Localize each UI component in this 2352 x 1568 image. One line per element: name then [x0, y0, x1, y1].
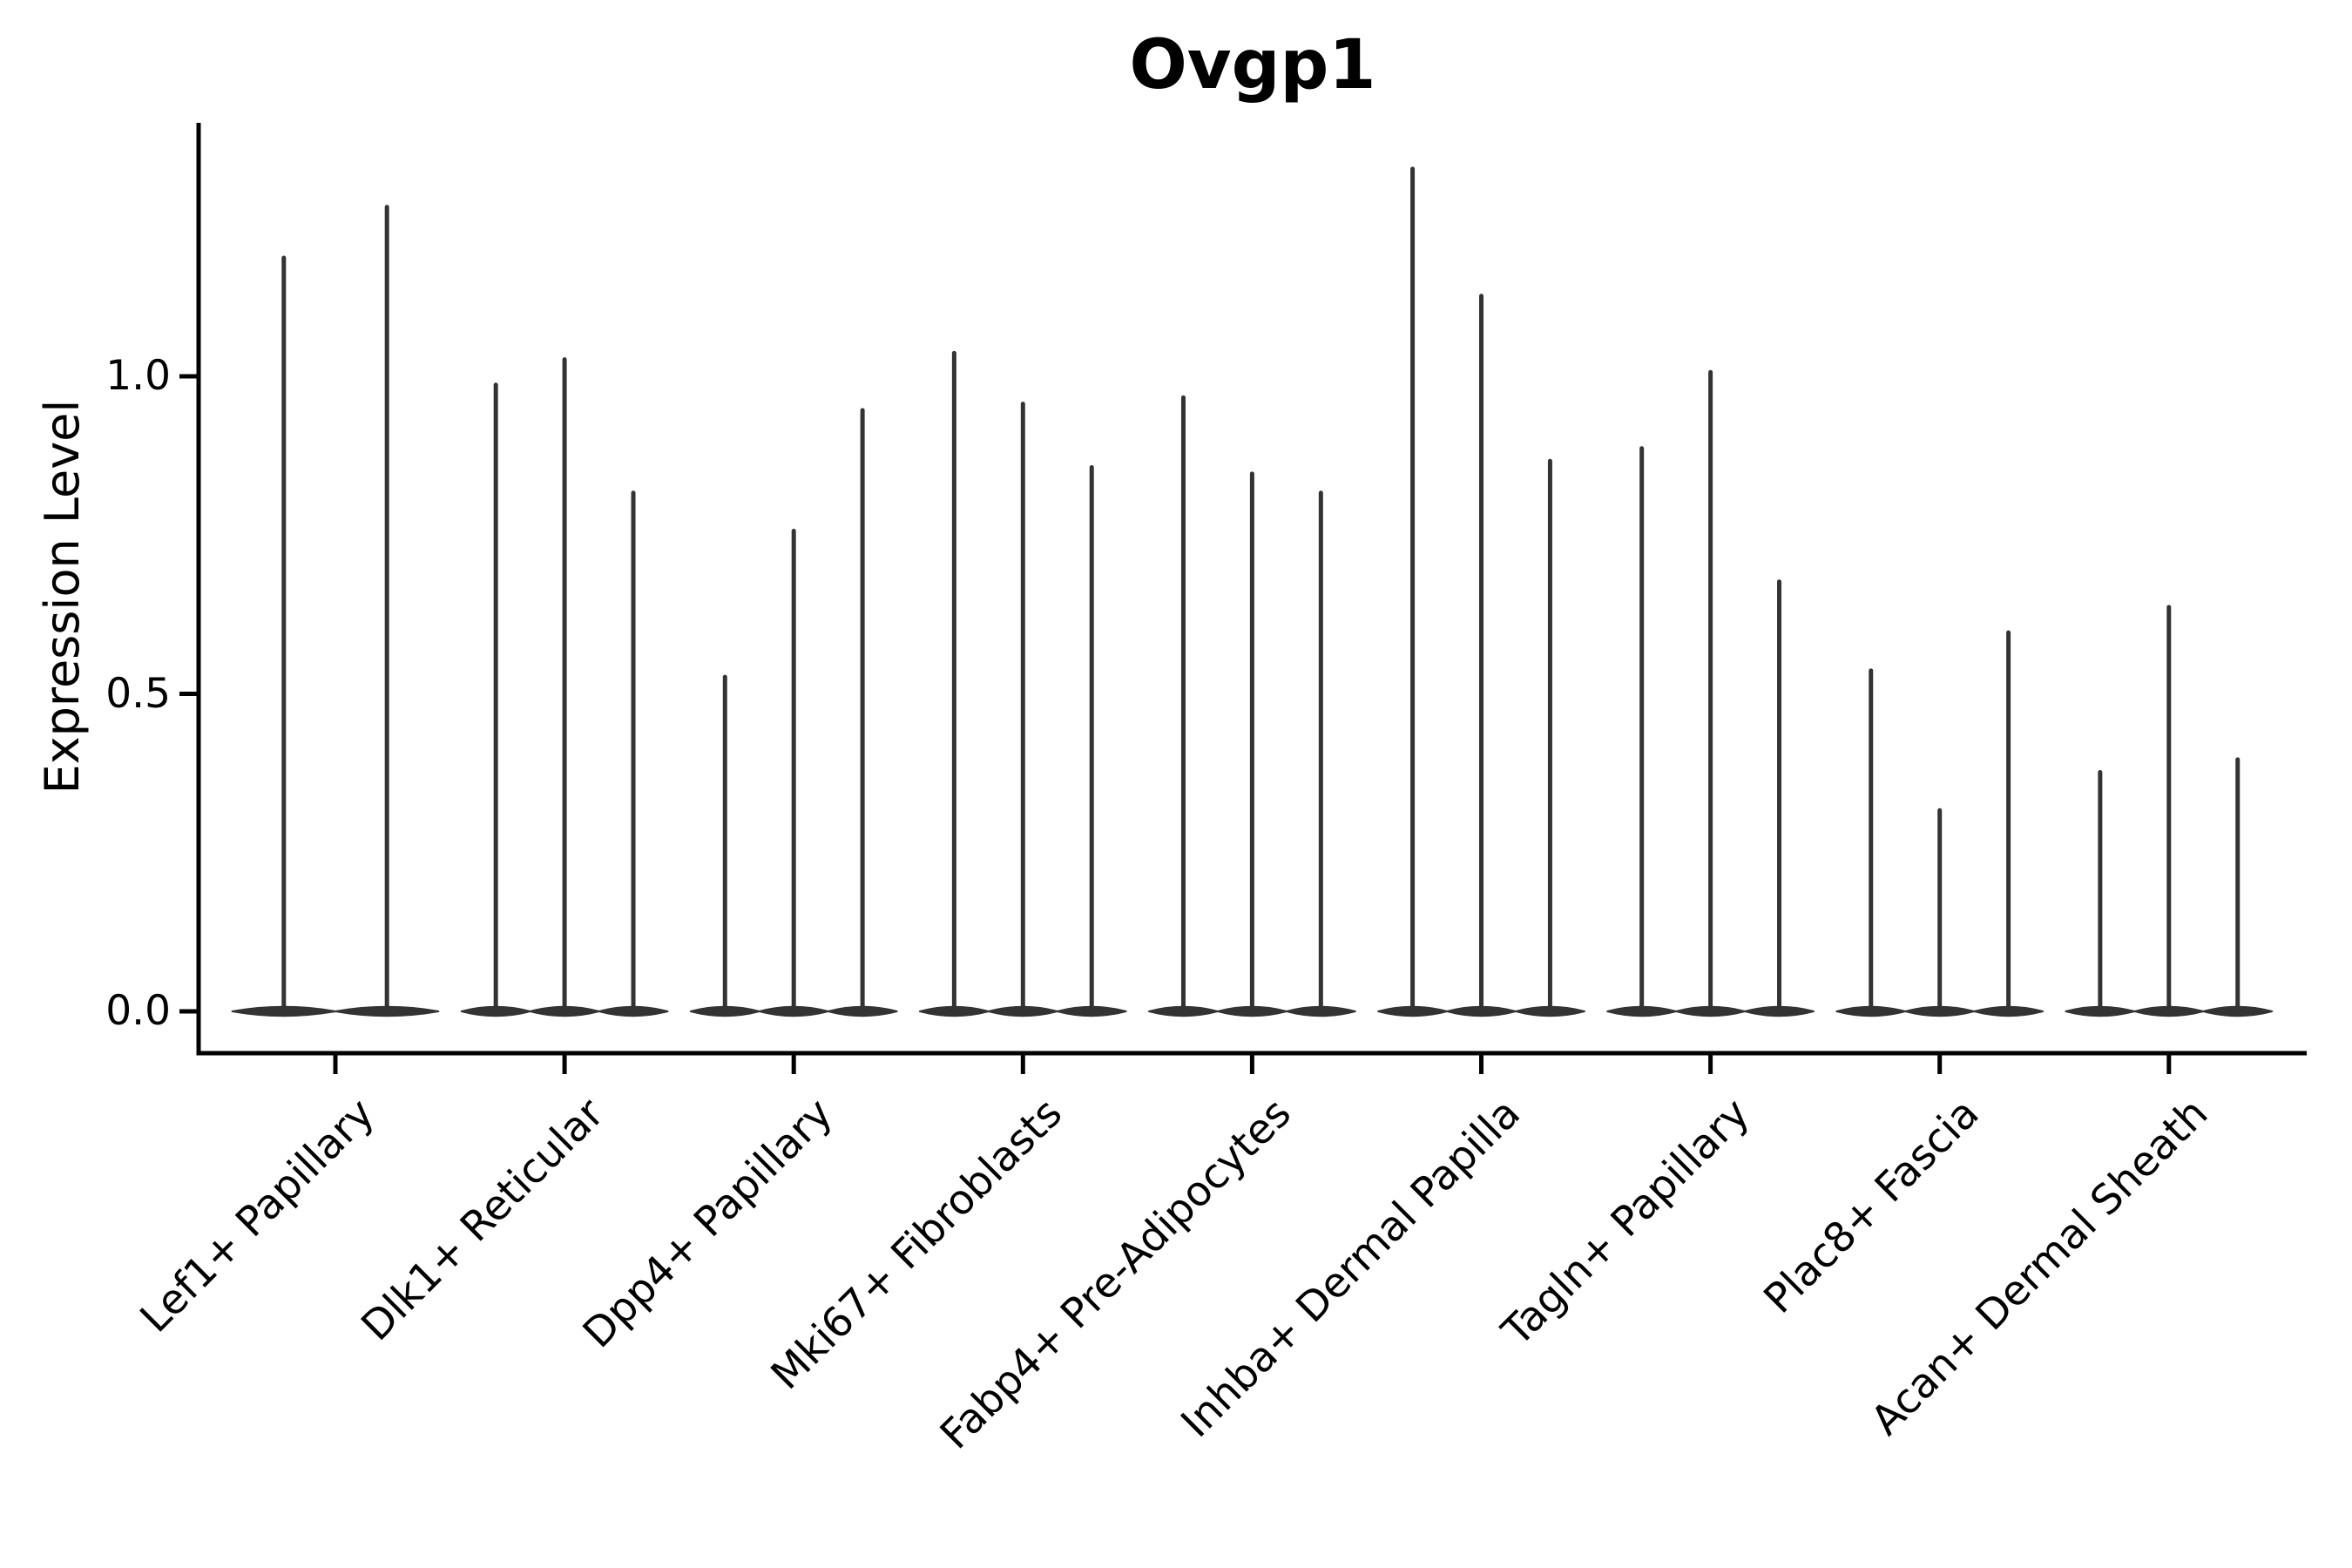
- violin: [1835, 668, 1907, 1017]
- violin-base: [1973, 1005, 2044, 1017]
- violin-spike: [951, 350, 956, 1015]
- violin: [598, 490, 669, 1017]
- violin: [2065, 769, 2136, 1017]
- violin-spike: [281, 255, 287, 1014]
- violin-base: [1446, 1005, 1517, 1017]
- violin-base: [2133, 1005, 2205, 1017]
- violin-spike: [1777, 579, 1782, 1014]
- violin-spike: [631, 490, 636, 1014]
- chart-title: Ovgp1: [1129, 26, 1376, 105]
- violin-spike: [1547, 458, 1552, 1014]
- violin-base: [1514, 1005, 1585, 1017]
- violin: [1148, 395, 1219, 1017]
- violin: [1675, 369, 1747, 1017]
- violin-base: [460, 1005, 531, 1017]
- violin-base: [529, 1005, 600, 1017]
- violin: [758, 528, 829, 1017]
- violin-spike: [1318, 490, 1323, 1014]
- violin-spike: [1639, 446, 1645, 1014]
- violin-base: [1148, 1005, 1219, 1017]
- violin: [1606, 446, 1678, 1017]
- violin-base: [1216, 1005, 1288, 1017]
- violin-spike: [1089, 465, 1094, 1014]
- violin: [987, 402, 1058, 1017]
- violin: [1973, 630, 2044, 1017]
- violin-spike: [1410, 166, 1416, 1014]
- violin: [1446, 294, 1517, 1017]
- violin-base: [335, 1005, 440, 1017]
- violin: [460, 382, 531, 1017]
- violin: [689, 674, 760, 1017]
- violin-spike: [2235, 757, 2240, 1014]
- violin-spike: [1937, 808, 1943, 1014]
- violin-spike: [1020, 402, 1025, 1014]
- violin-spike: [493, 382, 498, 1014]
- violin-spike: [1479, 294, 1484, 1015]
- violin-base: [598, 1005, 669, 1017]
- violin: [1904, 808, 1976, 1017]
- violin-base: [918, 1005, 990, 1017]
- y-tick-label: 0.0: [105, 987, 171, 1035]
- violin-base: [1744, 1005, 1815, 1017]
- violin: [827, 408, 898, 1017]
- violin-base: [1904, 1005, 1976, 1017]
- violin-spike: [1249, 471, 1254, 1014]
- violin-spike: [1180, 395, 1186, 1014]
- violin: [1216, 471, 1288, 1017]
- violin-spike: [2098, 769, 2103, 1014]
- y-tick-label: 1.0: [105, 352, 171, 400]
- violin: [1285, 490, 1356, 1017]
- violin-spike: [791, 528, 796, 1014]
- violin-base: [2202, 1005, 2274, 1017]
- violin-base: [827, 1005, 898, 1017]
- violin: [1514, 458, 1585, 1017]
- violin-spike: [1869, 668, 1874, 1014]
- violin: [918, 350, 990, 1017]
- violin-base: [1835, 1005, 1907, 1017]
- violin-base: [758, 1005, 829, 1017]
- violin-spike: [2006, 630, 2011, 1014]
- violin-spike: [2166, 605, 2172, 1014]
- y-tick-label: 0.5: [105, 669, 171, 718]
- violin-spike: [384, 205, 389, 1015]
- violin-base: [1285, 1005, 1356, 1017]
- violin-spike: [562, 357, 567, 1014]
- violin-base: [231, 1005, 336, 1017]
- violin-base: [2065, 1005, 2136, 1017]
- violin: [1056, 465, 1127, 1017]
- violin-spike: [722, 674, 727, 1014]
- violin-spike: [1708, 369, 1713, 1015]
- violin: [2133, 605, 2205, 1017]
- violin-base: [987, 1005, 1058, 1017]
- violin: [529, 357, 600, 1017]
- violin-base: [689, 1005, 760, 1017]
- violin: [335, 205, 440, 1017]
- violin: [231, 255, 336, 1017]
- violin: [1744, 579, 1815, 1017]
- violin-base: [1606, 1005, 1678, 1017]
- violin: [1377, 166, 1449, 1017]
- violin-base: [1056, 1005, 1127, 1017]
- violin-spike: [860, 408, 865, 1014]
- violin-base: [1675, 1005, 1747, 1017]
- violin: [2202, 757, 2274, 1017]
- violin-base: [1377, 1005, 1449, 1017]
- y-axis-label: Expression Level: [35, 399, 90, 794]
